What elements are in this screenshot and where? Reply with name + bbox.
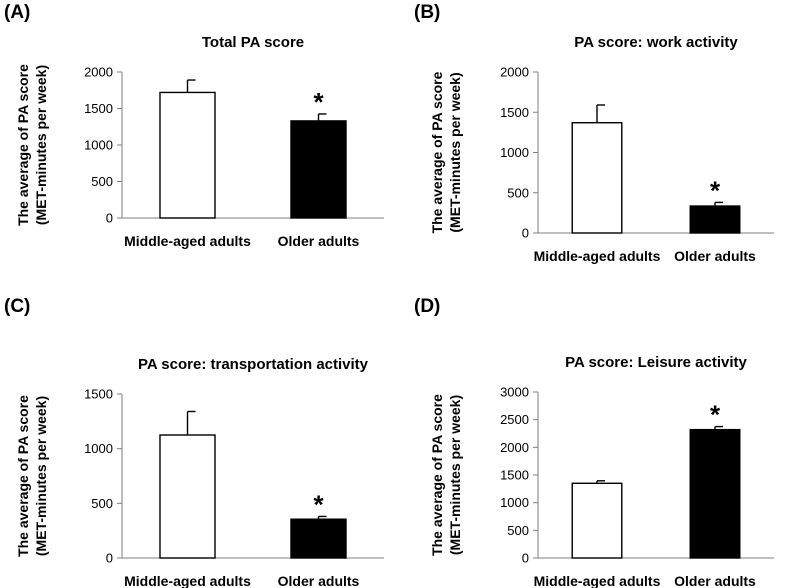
significance-marker: * bbox=[710, 400, 721, 430]
y-tick-label: 2000 bbox=[500, 65, 529, 80]
y-axis-label-line: The average of PA score bbox=[429, 394, 445, 556]
significance-marker: * bbox=[710, 175, 721, 205]
bar bbox=[689, 205, 741, 234]
panel-label: (C) bbox=[4, 296, 31, 317]
y-axis-label: The average of PA score (MET-minutes per … bbox=[429, 71, 463, 233]
y-axis-label-line: (MET-minutes per week) bbox=[33, 396, 49, 556]
y-tick-label: 500 bbox=[91, 174, 113, 189]
panel-a: (A) Total PA score The average of PA scor… bbox=[0, 0, 400, 294]
chart-c: PA score: transportation activity The ave… bbox=[15, 356, 384, 588]
x-category-label: Older adults bbox=[674, 248, 756, 264]
chart-a: Total PA score The average of PA score (ME… bbox=[15, 34, 384, 249]
chart-b: PA score: work activity The average of PA… bbox=[429, 34, 774, 264]
y-axis-label-line: The average of PA score bbox=[429, 71, 445, 233]
y-tick-label: 1000 bbox=[500, 145, 529, 160]
bar bbox=[159, 434, 216, 559]
y-axis-label: The average of PA score (MET-minutes per … bbox=[15, 64, 49, 226]
bar bbox=[571, 122, 623, 234]
x-category-label: Older adults bbox=[278, 573, 360, 588]
significance-marker: * bbox=[313, 87, 324, 117]
x-category-label: Middle-aged adults bbox=[124, 573, 251, 588]
y-tick-label: 1000 bbox=[500, 495, 529, 510]
bar bbox=[689, 428, 741, 559]
x-category-label: Middle-aged adults bbox=[534, 573, 661, 588]
bar bbox=[290, 518, 347, 559]
x-category-label: Middle-aged adults bbox=[534, 248, 661, 264]
y-tick-label: 500 bbox=[507, 523, 529, 538]
panel-label: (A) bbox=[4, 2, 31, 23]
chart-d: PA score: Leisure activity The average of… bbox=[429, 354, 774, 588]
y-axis-label-line: (MET-minutes per week) bbox=[33, 65, 49, 225]
y-tick-label: 3000 bbox=[500, 385, 529, 400]
chart-title: PA score: work activity bbox=[574, 34, 738, 51]
y-axis-label-line: (MET-minutes per week) bbox=[447, 72, 463, 232]
y-tick-label: 2500 bbox=[500, 412, 529, 427]
significance-marker: * bbox=[313, 489, 324, 519]
y-tick-label: 1000 bbox=[84, 138, 113, 153]
y-tick-label: 1500 bbox=[84, 387, 113, 402]
y-tick-label: 0 bbox=[106, 551, 113, 566]
bar bbox=[290, 120, 347, 219]
bar bbox=[159, 91, 216, 219]
y-axis-label: The average of PA score (MET-minutes per … bbox=[15, 395, 49, 557]
y-axis-label-line: The average of PA score bbox=[15, 64, 31, 226]
y-tick-label: 1500 bbox=[500, 468, 529, 483]
chart-title: PA score: transportation activity bbox=[138, 356, 369, 373]
y-axis-label: The average of PA score (MET-minutes per … bbox=[429, 394, 463, 556]
x-category-label: Middle-aged adults bbox=[124, 233, 251, 249]
chart-title: PA score: Leisure activity bbox=[565, 354, 747, 371]
y-tick-label: 500 bbox=[91, 496, 113, 511]
y-tick-label: 500 bbox=[507, 185, 529, 200]
panel-d: (D) PA score: Leisure activity The averag… bbox=[400, 294, 800, 588]
panel-label: (D) bbox=[414, 296, 441, 317]
panel-label: (B) bbox=[414, 2, 441, 23]
x-category-label: Older adults bbox=[278, 233, 360, 249]
panel-c: (C) PA score: transportation activity The… bbox=[0, 294, 400, 588]
chart-title: Total PA score bbox=[202, 34, 304, 51]
y-axis-label-line: (MET-minutes per week) bbox=[447, 395, 463, 555]
y-tick-label: 0 bbox=[106, 211, 113, 226]
y-tick-label: 2000 bbox=[500, 440, 529, 455]
y-tick-label: 1500 bbox=[500, 105, 529, 120]
panel-b: (B) PA score: work activity The average o… bbox=[400, 0, 800, 294]
y-axis-label-line: The average of PA score bbox=[15, 395, 31, 557]
y-tick-label: 2000 bbox=[84, 65, 113, 80]
bar bbox=[571, 482, 623, 559]
y-tick-label: 1000 bbox=[84, 441, 113, 456]
y-tick-label: 0 bbox=[522, 551, 529, 566]
y-tick-label: 1500 bbox=[84, 101, 113, 116]
x-category-label: Older adults bbox=[674, 573, 756, 588]
y-tick-label: 0 bbox=[522, 226, 529, 241]
